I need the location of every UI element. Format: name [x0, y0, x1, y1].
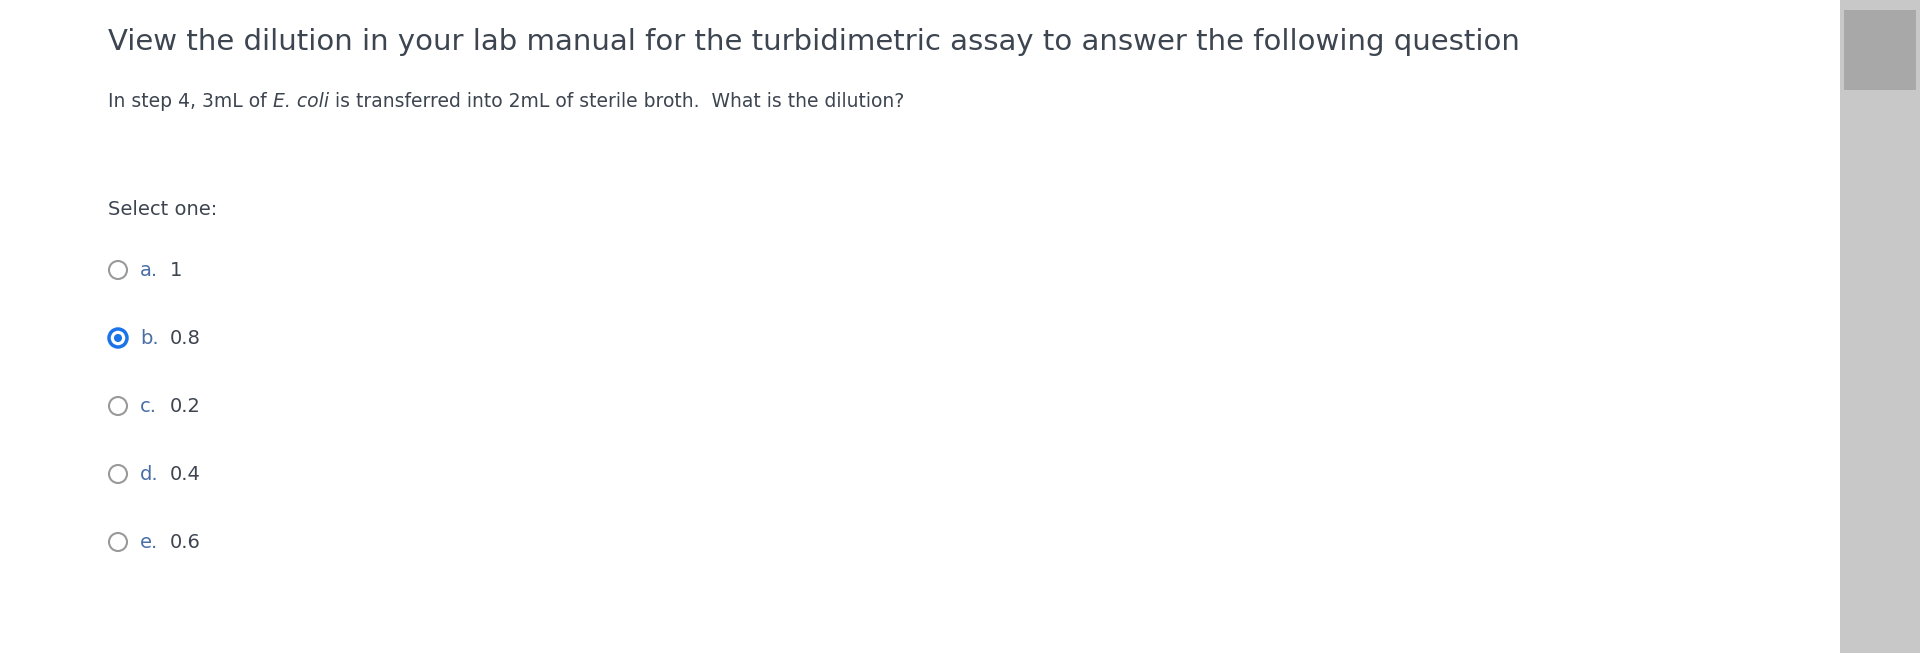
Text: Select one:: Select one:: [108, 200, 217, 219]
Text: 1: 1: [171, 261, 182, 279]
Text: d.: d.: [140, 464, 159, 483]
Text: 0.4: 0.4: [171, 464, 202, 483]
Circle shape: [109, 533, 127, 551]
Circle shape: [109, 261, 127, 279]
Circle shape: [109, 397, 127, 415]
Text: b.: b.: [140, 328, 159, 347]
Circle shape: [109, 465, 127, 483]
Circle shape: [113, 334, 123, 342]
Text: 0.2: 0.2: [171, 396, 202, 415]
Text: is transferred into 2mL of sterile broth.  What is the dilution?: is transferred into 2mL of sterile broth…: [328, 92, 904, 111]
Text: a.: a.: [140, 261, 157, 279]
Bar: [1843, 10, 1916, 90]
Text: c.: c.: [140, 396, 157, 415]
Bar: [1839, 0, 1920, 653]
Circle shape: [109, 329, 127, 347]
Text: 0.6: 0.6: [171, 532, 202, 552]
Text: 0.8: 0.8: [171, 328, 202, 347]
Text: View the dilution in your lab manual for the turbidimetric assay to answer the f: View the dilution in your lab manual for…: [108, 28, 1521, 56]
Text: e.: e.: [140, 532, 157, 552]
Text: E. coli: E. coli: [273, 92, 328, 111]
Text: In step 4, 3mL of: In step 4, 3mL of: [108, 92, 273, 111]
